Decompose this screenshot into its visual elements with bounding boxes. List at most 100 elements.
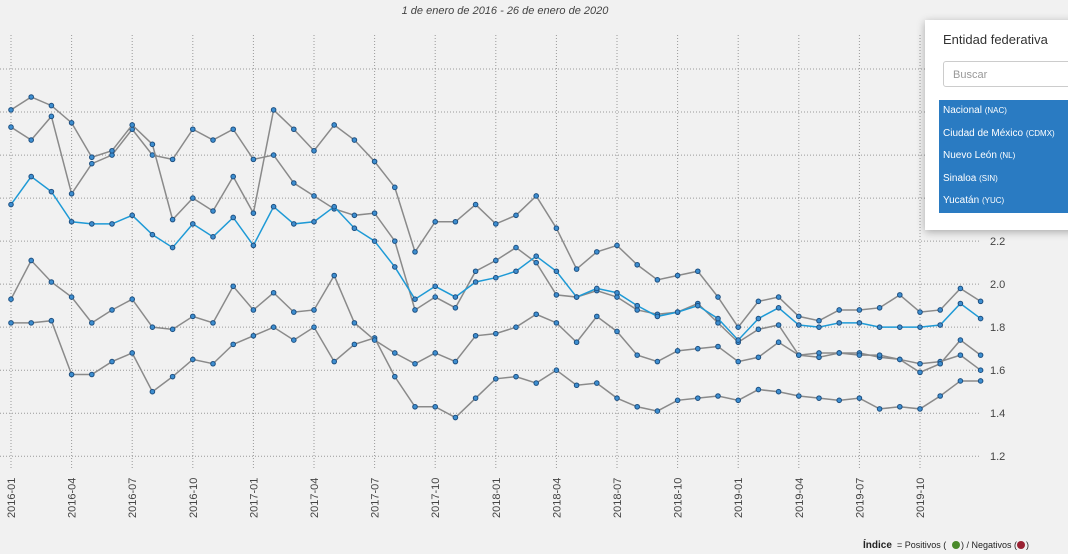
data-point (816, 324, 822, 330)
data-point (129, 122, 135, 128)
data-point (977, 352, 984, 358)
data-point (412, 360, 418, 367)
data-point (775, 322, 782, 328)
footer-negative: ) / Negativos ( (961, 540, 1017, 550)
data-point (190, 126, 196, 133)
data-point (351, 137, 358, 143)
data-point (816, 354, 822, 361)
data-point (634, 302, 641, 309)
data-point (735, 337, 742, 343)
data-point (917, 360, 923, 367)
data-point (775, 294, 782, 300)
data-point (452, 218, 459, 225)
data-point (513, 212, 519, 219)
x-tick-label: 2016-01 (6, 478, 18, 518)
data-point (190, 195, 196, 201)
data-point (654, 408, 661, 414)
data-point (472, 268, 479, 275)
data-point (8, 124, 14, 130)
data-point (957, 352, 964, 358)
data-point (210, 360, 216, 367)
data-point (553, 268, 560, 275)
data-point (796, 352, 802, 358)
data-point (452, 294, 459, 300)
data-point (836, 320, 843, 326)
legend-item[interactable]: Nuevo León (NL) (939, 145, 1068, 168)
legend-code: (NL) (999, 151, 1016, 160)
y-tick-label: 2.2 (990, 236, 1005, 248)
data-point (876, 324, 883, 330)
data-point (210, 208, 216, 214)
data-point (169, 156, 176, 163)
data-point (897, 324, 903, 330)
data-point (270, 152, 277, 158)
data-point (695, 302, 701, 309)
legend-panel: Entidad federativa Buscar Nacional (NAC)… (925, 20, 1068, 230)
footer-label: Índice (863, 538, 892, 551)
legend-title: Entidad federativa (943, 32, 1048, 47)
x-tick-label: 2016-10 (188, 478, 200, 518)
data-point (594, 285, 600, 292)
data-point (472, 395, 479, 401)
chart-subtitle: 1 de enero de 2016 - 26 de enero de 2020 (402, 5, 610, 17)
data-point (169, 216, 176, 223)
legend-item[interactable]: Yucatán (YUC) (939, 190, 1068, 213)
data-point (533, 193, 540, 199)
data-point (493, 257, 499, 264)
data-point (513, 268, 519, 275)
search-input[interactable]: Buscar (943, 61, 1068, 87)
data-point (230, 214, 236, 221)
data-point (493, 221, 499, 227)
data-point (796, 313, 802, 320)
data-point (109, 221, 115, 227)
data-point (250, 210, 257, 216)
data-point (230, 283, 236, 290)
y-tick-label: 1.4 (990, 408, 1005, 420)
data-point (493, 274, 499, 281)
data-point (735, 397, 742, 404)
data-point (614, 289, 620, 296)
data-point (250, 332, 257, 339)
legend-item[interactable]: Nacional (NAC) (939, 100, 1068, 123)
data-point (109, 147, 115, 154)
data-point (169, 326, 176, 333)
data-point (856, 395, 863, 401)
data-point (351, 212, 358, 219)
data-point (412, 249, 418, 255)
data-point (28, 320, 35, 326)
data-point (230, 341, 236, 348)
legend-name: Yucatán (943, 195, 980, 206)
data-point (674, 397, 681, 404)
footer-end: ) (1026, 540, 1029, 550)
data-point (836, 397, 843, 404)
x-tick-label: 2017-01 (248, 478, 260, 518)
data-point (291, 221, 297, 227)
data-point (392, 238, 398, 244)
data-point (553, 367, 560, 373)
data-point (149, 324, 156, 330)
data-point (957, 285, 964, 292)
data-point (412, 307, 418, 313)
data-point (68, 218, 75, 225)
data-point (8, 201, 14, 208)
legend-name: Sinaloa (943, 172, 977, 184)
legend-item[interactable]: Ciudad de México (CDMX) (939, 123, 1068, 146)
data-point (573, 266, 580, 272)
data-point (149, 388, 156, 395)
x-tick-label: 2019-04 (794, 478, 806, 518)
data-point (48, 188, 55, 195)
data-point (28, 137, 35, 143)
legend-item[interactable]: Sinaloa (SIN) (939, 168, 1068, 191)
data-point (897, 292, 903, 298)
footer-positive: = Positivos ( (897, 540, 946, 550)
data-point (48, 279, 55, 285)
data-point (755, 326, 762, 333)
data-point (89, 160, 95, 167)
data-point (493, 330, 499, 337)
data-point (371, 158, 378, 165)
x-tick-label: 2018-04 (551, 478, 563, 518)
data-point (715, 393, 721, 399)
data-point (937, 307, 944, 313)
data-point (291, 180, 297, 186)
